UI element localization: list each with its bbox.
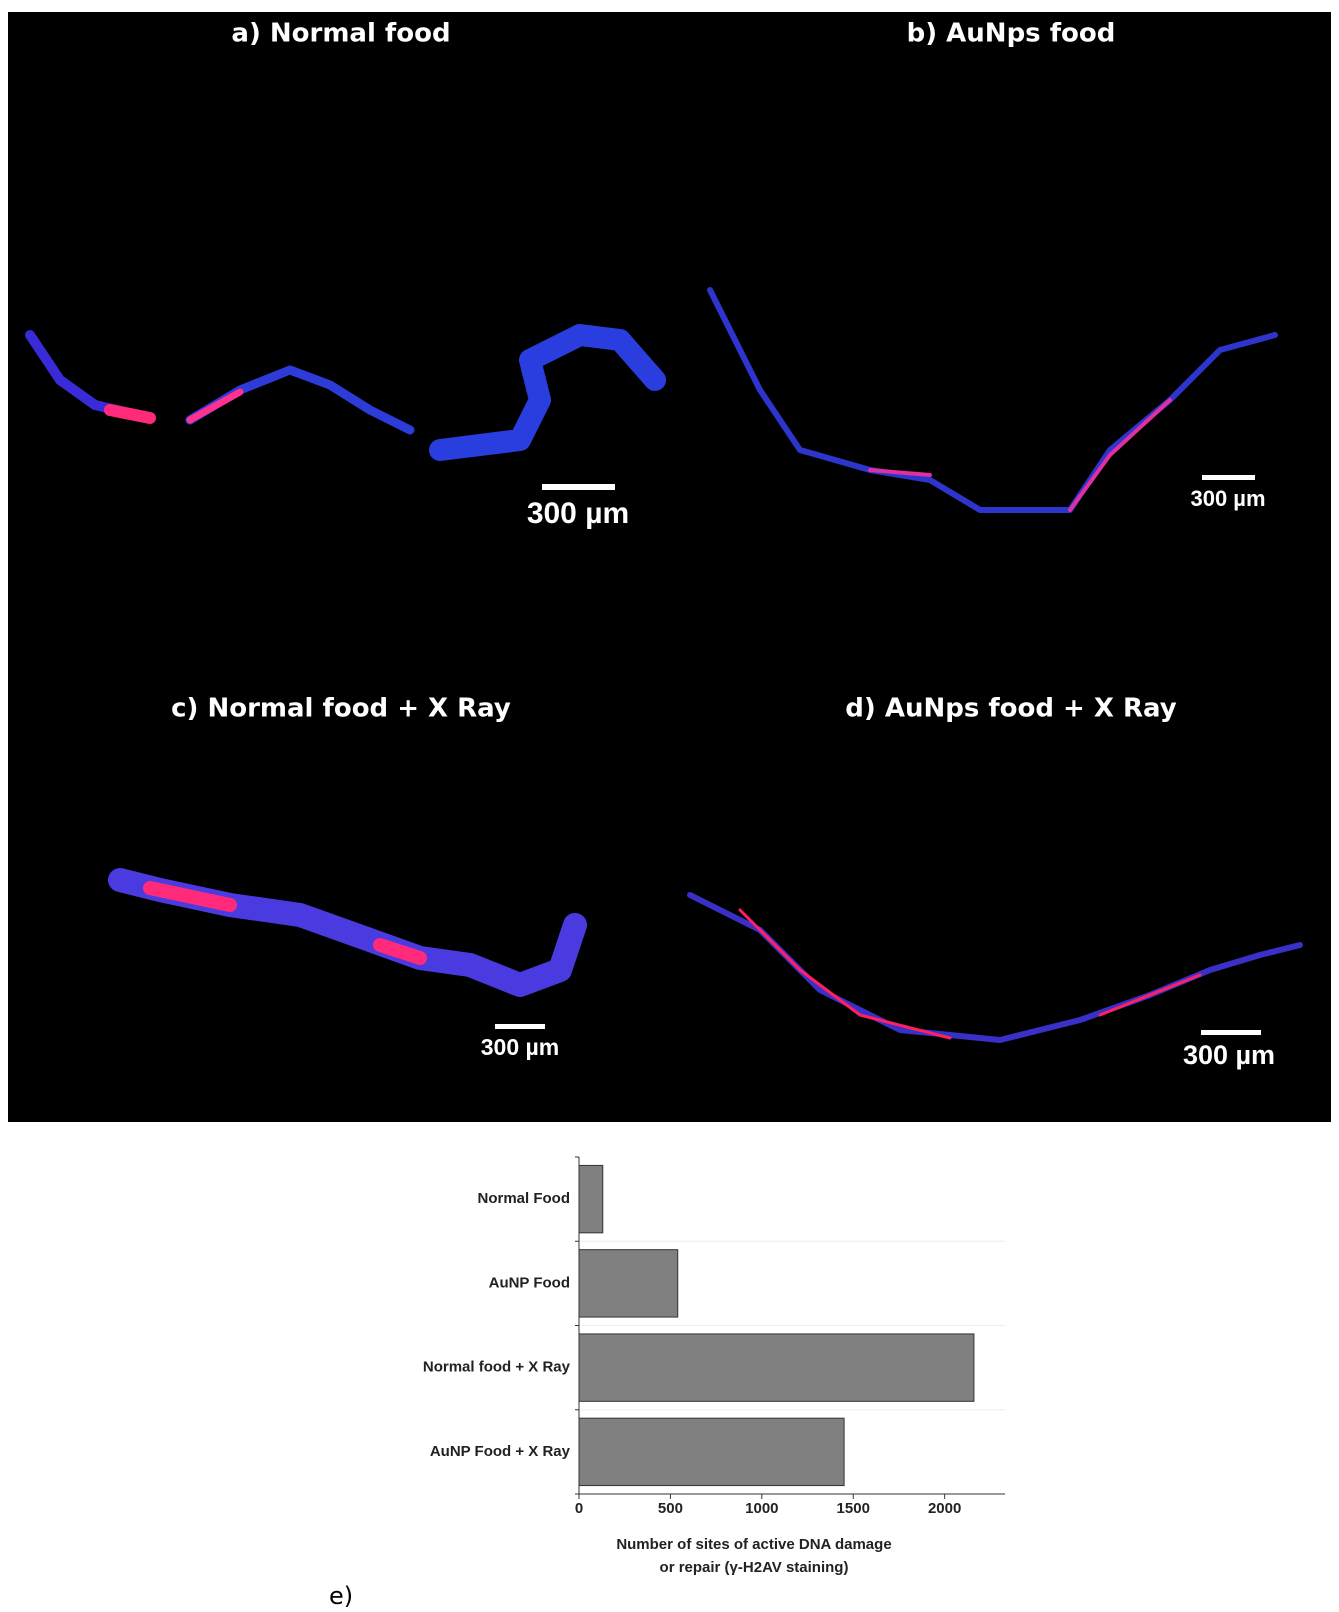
panel-title: b) AuNps food [907, 19, 1116, 49]
micrograph-panel [8, 12, 1331, 1122]
x-tick-label: 1000 [745, 1500, 778, 1517]
figure: a) Normal food b) AuNps food c) Normal f… [0, 0, 1339, 1612]
scale-bar [542, 484, 615, 490]
bar [579, 1334, 974, 1401]
scale-bar [1202, 475, 1255, 480]
scale-label: 300 µm [1183, 1040, 1275, 1070]
scale-bar [1201, 1030, 1261, 1035]
y-tick-label: Normal Food [478, 1190, 571, 1207]
x-axis-label: Number of sites of active DNA damage [616, 1536, 891, 1553]
y-tick-label: Normal food + X Ray [423, 1359, 571, 1376]
panel-label: e) [329, 1582, 353, 1610]
scale-label: 300 µm [527, 497, 629, 530]
y-tick-label: AuNP Food + X Ray [430, 1443, 571, 1460]
bar-chart: 0 500 1000 1500 2000 Normal Food AuNP Food Norm… [423, 1157, 1005, 1576]
bar [579, 1418, 844, 1485]
bar [579, 1165, 603, 1232]
panel-title: d) AuNps food + X Ray [845, 694, 1176, 724]
panel-title: a) Normal food [231, 19, 450, 49]
panel-title: c) Normal food + X Ray [171, 694, 511, 724]
y-tick-label: AuNP Food [489, 1274, 570, 1291]
x-axis-label: or repair (γ-H2AV staining) [660, 1559, 849, 1576]
scale-label: 300 µm [1190, 486, 1265, 511]
x-tick-label: 2000 [928, 1500, 961, 1517]
x-tick-label: 500 [658, 1500, 683, 1517]
scale-bar [495, 1024, 545, 1029]
x-tick-label: 0 [575, 1500, 583, 1517]
x-tick-label: 1500 [837, 1500, 870, 1517]
scale-label: 300 µm [481, 1034, 559, 1060]
bar [579, 1250, 678, 1317]
